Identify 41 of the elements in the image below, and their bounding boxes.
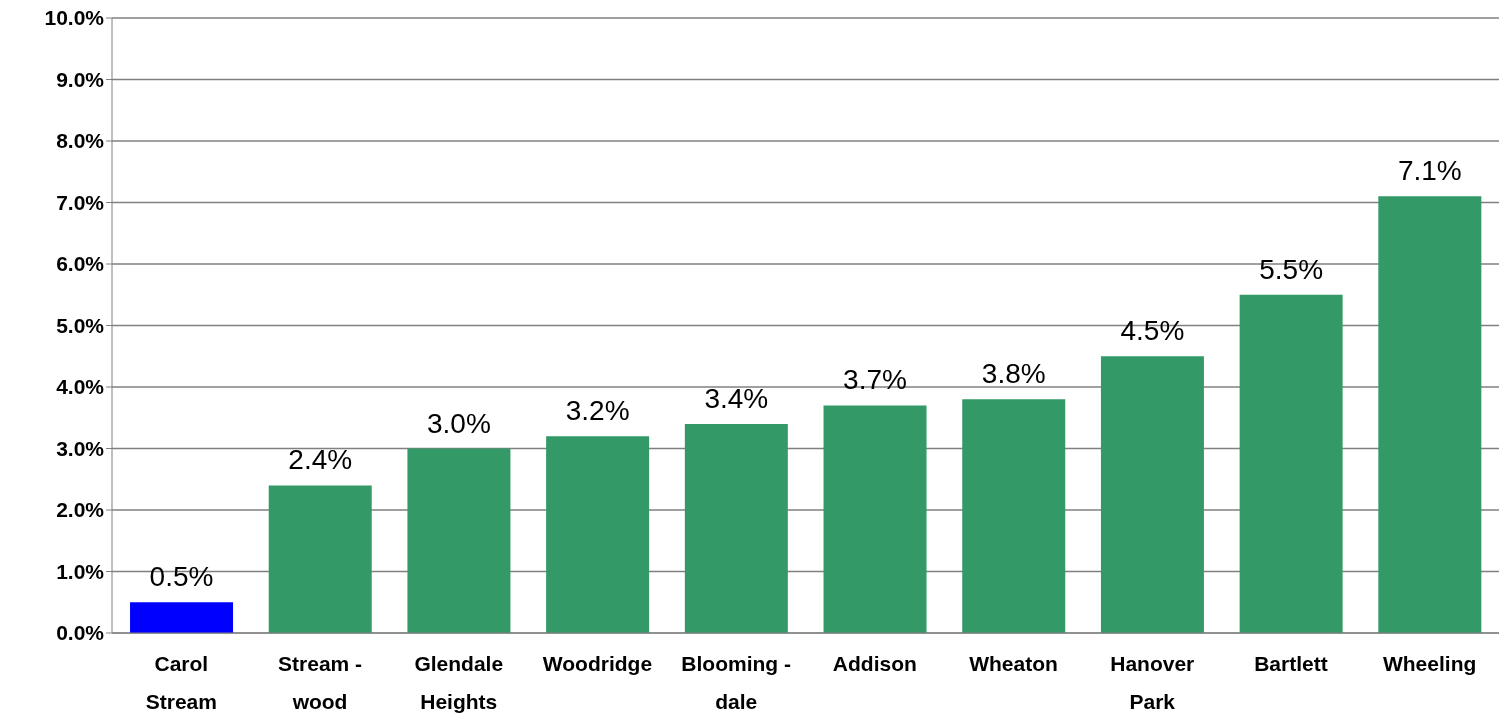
bar [684, 423, 788, 633]
x-tick-label: Bartlett [1254, 652, 1328, 675]
x-tick-label: Hanover Park [1110, 652, 1195, 713]
y-tick-label: 0.0% [56, 621, 105, 645]
x-tick-label: Wheeling [1382, 652, 1477, 675]
data-label: 3.2% [565, 395, 630, 427]
x-tick-label: Blooming - dale [681, 652, 791, 713]
bar [268, 485, 372, 633]
data-label: 7.1% [1397, 155, 1462, 187]
data-label: 3.0% [427, 407, 491, 439]
data-label: 3.8% [981, 358, 1046, 390]
y-tick-label: 1.0% [56, 559, 105, 583]
y-tick-label: 3.0% [56, 436, 105, 460]
bar [407, 448, 511, 633]
bar [1239, 294, 1343, 633]
bar [823, 405, 927, 633]
bar [130, 602, 234, 633]
y-tick-label: 8.0% [56, 129, 105, 153]
data-label: 2.4% [288, 444, 353, 476]
bar [546, 436, 650, 633]
y-tick-label: 9.0% [56, 67, 105, 91]
x-tick-label: Addison [832, 652, 917, 675]
x-tick-label: Glendale Heights [414, 652, 504, 713]
bar [1100, 356, 1204, 633]
bar [1378, 196, 1482, 633]
y-tick-label: 10.0% [44, 6, 105, 30]
x-tick-label: Stream - wood [278, 652, 363, 713]
data-label: 3.7% [843, 364, 907, 396]
y-tick-label: 5.0% [56, 313, 105, 337]
data-label: 0.5% [149, 561, 214, 593]
y-tick-label: 6.0% [56, 252, 105, 276]
data-label: 4.5% [1120, 315, 1185, 347]
data-label: 3.4% [704, 382, 769, 414]
y-tick-label: 2.0% [56, 498, 105, 522]
x-tick-label: Wheaton [969, 652, 1058, 675]
bar [962, 399, 1066, 633]
y-tick-label: 4.0% [56, 375, 105, 399]
data-label: 5.5% [1259, 253, 1324, 285]
x-tick-label: Woodridge [542, 652, 653, 675]
x-tick-label: Carol Stream [145, 652, 217, 713]
y-tick-label: 7.0% [56, 190, 105, 214]
